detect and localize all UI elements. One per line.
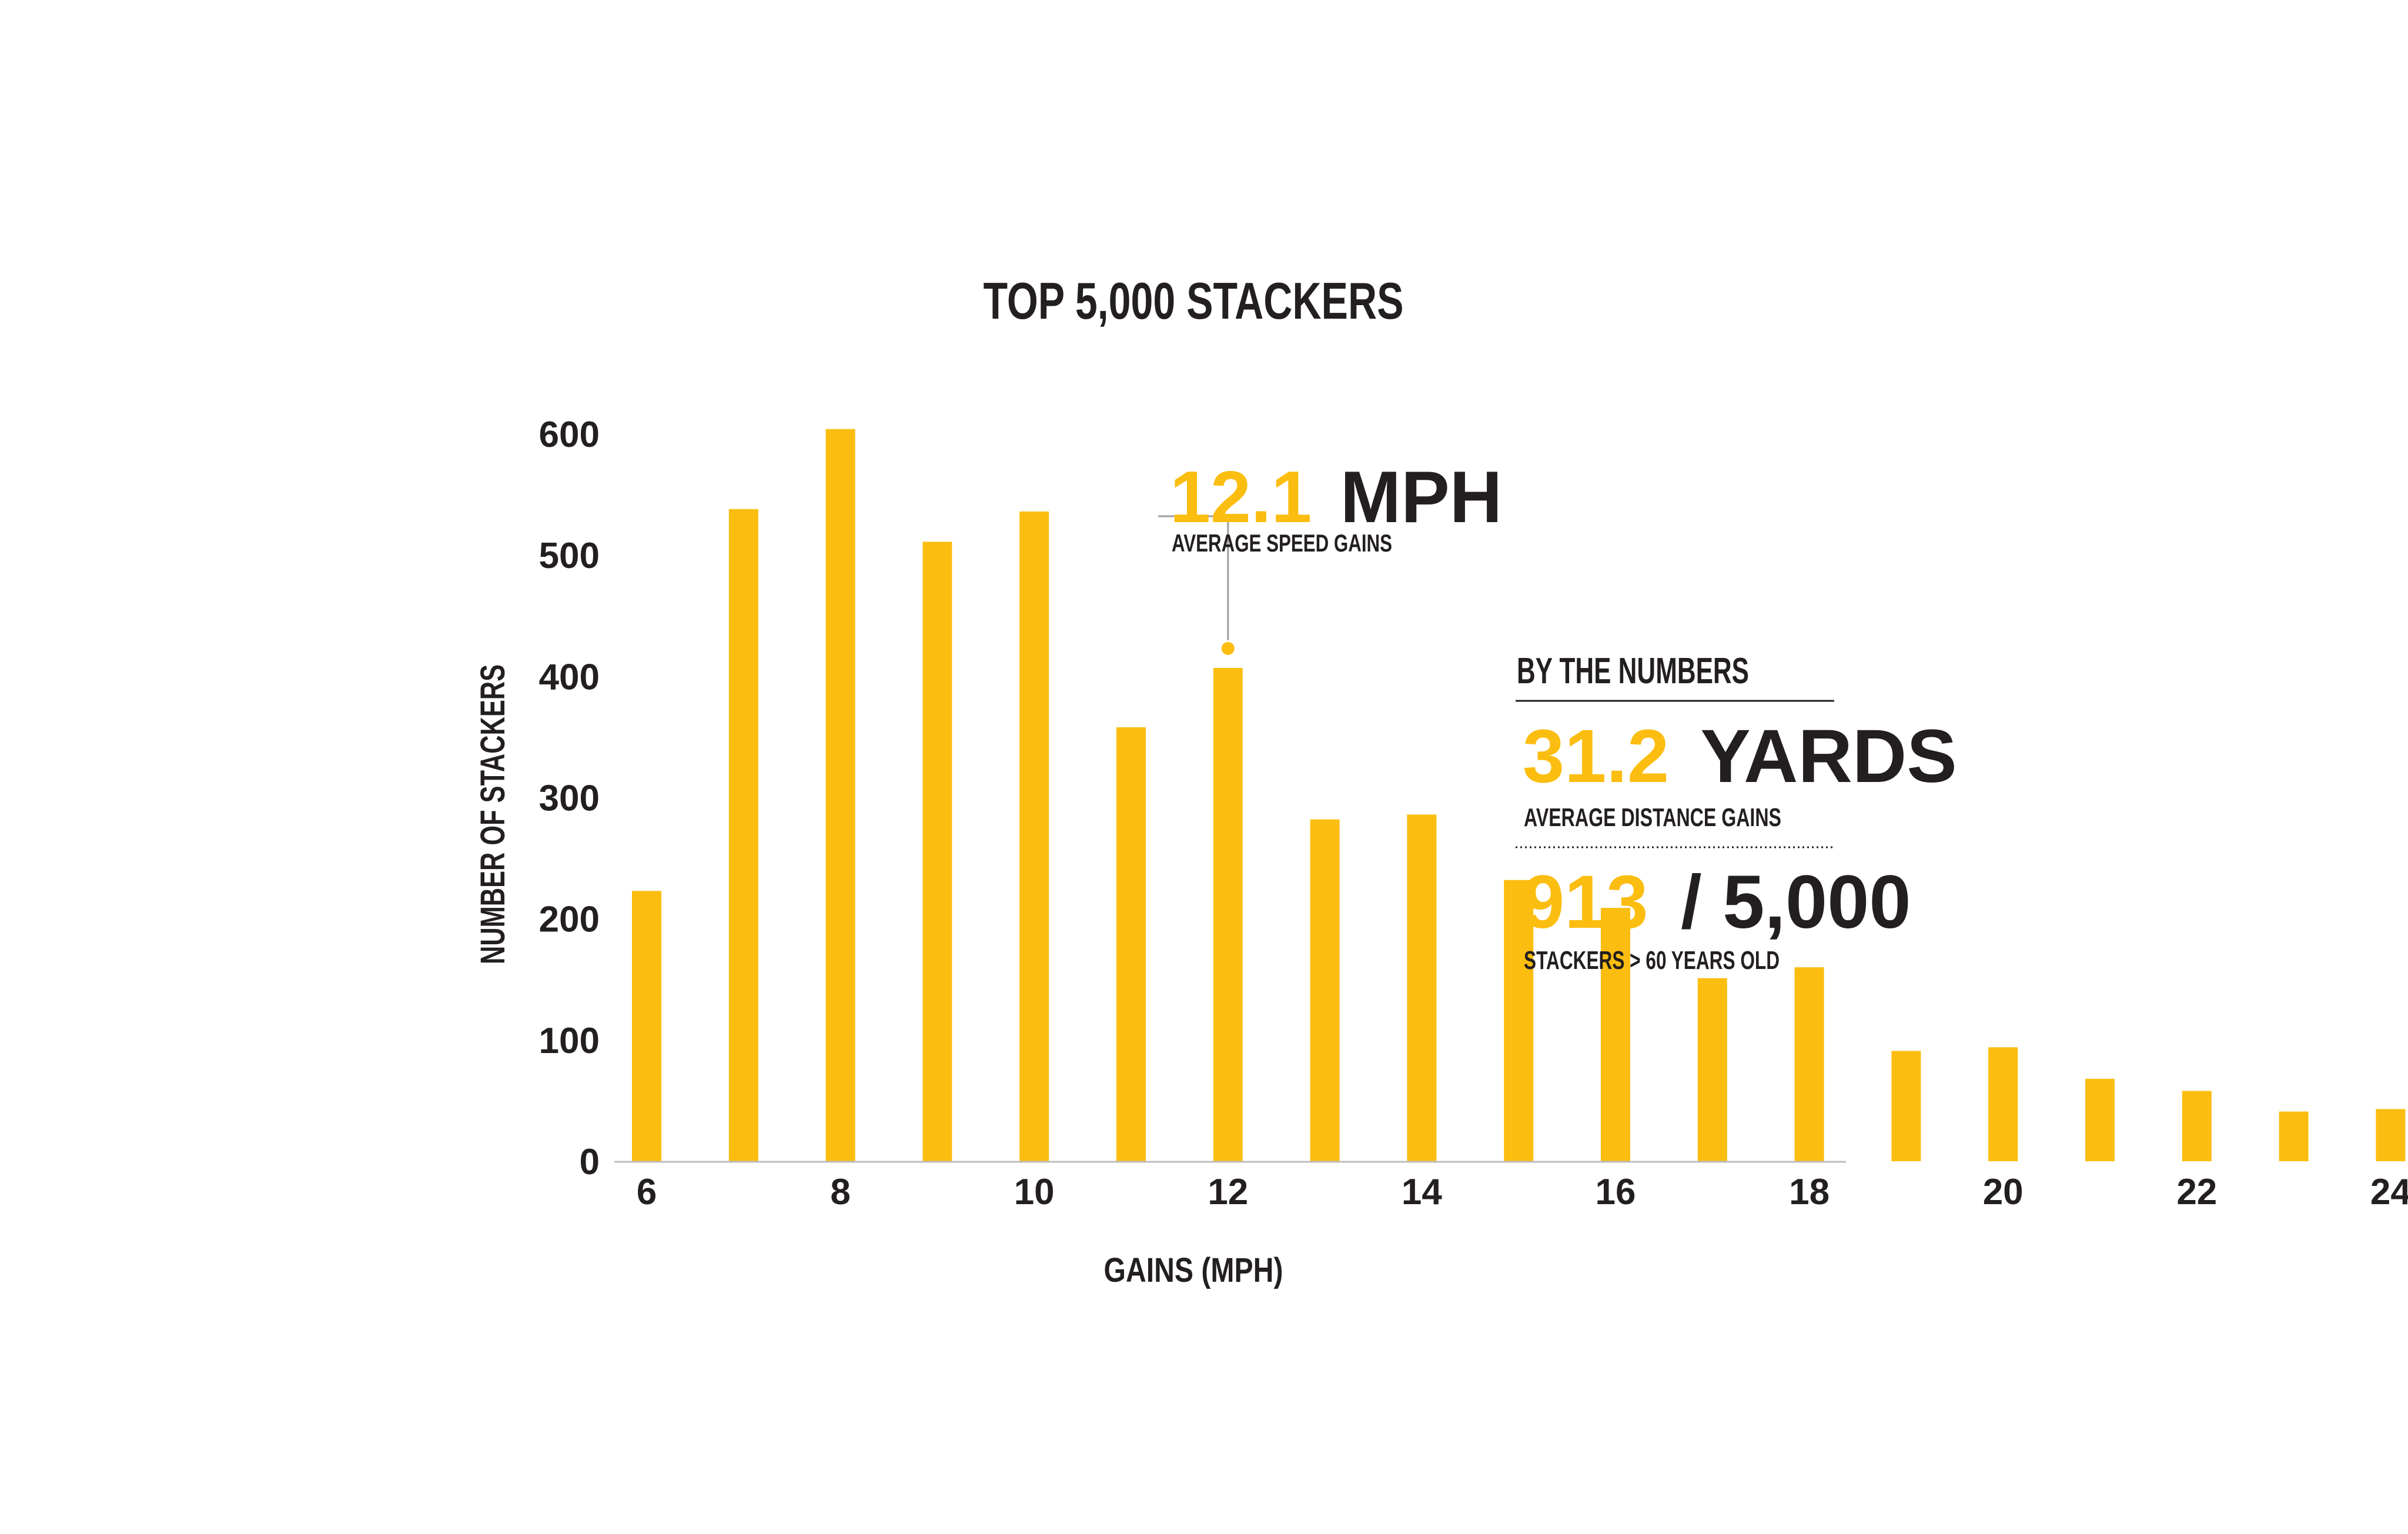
x-tick-label: 8 xyxy=(830,1172,850,1212)
bar-8 xyxy=(825,429,855,1161)
x-tick-label: 6 xyxy=(637,1172,657,1212)
bar-22 xyxy=(2182,1091,2212,1161)
y-tick-label: 400 xyxy=(539,657,600,697)
bar-15 xyxy=(1504,880,1534,1161)
x-tick-label: 14 xyxy=(1402,1172,1442,1212)
x-tick-label: 20 xyxy=(1983,1172,2024,1212)
x-tick-label: 24 xyxy=(2370,1172,2408,1212)
stat-distance-unit: YARDS xyxy=(1700,714,1956,798)
x-tick-label: 22 xyxy=(2176,1172,2217,1212)
bar-9 xyxy=(922,542,952,1162)
stat-age-value: 913 xyxy=(1523,860,1648,944)
y-tick-label: 200 xyxy=(539,900,600,940)
bar-10 xyxy=(1019,511,1049,1161)
x-tick-label: 10 xyxy=(1014,1172,1055,1212)
speed-annotation-caption: AVERAGE SPEED GAINS xyxy=(1172,529,1392,557)
bar-17 xyxy=(1697,978,1727,1161)
bar-6 xyxy=(632,891,661,1161)
stat-age-unit: / 5,000 xyxy=(1681,860,1911,944)
bar-13 xyxy=(1310,819,1340,1161)
y-axis-label: NUMBER OF STACKERS xyxy=(474,664,512,964)
x-tick-label: 18 xyxy=(1789,1172,1830,1212)
stats-panel-heading: BY THE NUMBERS xyxy=(1517,651,1749,691)
x-axis-label: GAINS (MPH) xyxy=(1104,1251,1283,1289)
y-tick-label: 500 xyxy=(539,536,600,576)
y-tick-label: 300 xyxy=(539,778,600,819)
x-tick-label: 12 xyxy=(1208,1172,1248,1212)
y-tick-label: 100 xyxy=(539,1021,600,1061)
stat-distance-value: 31.2 xyxy=(1523,714,1669,798)
bar-20 xyxy=(1988,1047,2018,1161)
stats-panel: BY THE NUMBERS 31.2 YARDS AVERAGE DISTAN… xyxy=(1516,651,1957,975)
bar-21 xyxy=(2085,1078,2115,1161)
y-tick-label: 600 xyxy=(539,415,600,455)
y-tick-labels: 0 100 200 300 400 500 600 xyxy=(539,415,600,1182)
bar-18 xyxy=(1794,967,1824,1161)
bar-12 xyxy=(1213,667,1243,1161)
chart-title: TOP 5,000 STACKERS xyxy=(984,272,1404,330)
callout-line xyxy=(1158,515,1229,640)
callout-dot xyxy=(1221,641,1235,655)
bar-7 xyxy=(728,509,758,1162)
speed-annotation-unit: MPH xyxy=(1340,457,1503,538)
bar-23 xyxy=(2279,1111,2309,1161)
stat-distance-caption: AVERAGE DISTANCE GAINS xyxy=(1524,803,1781,832)
speed-annotation: 12.1 MPH AVERAGE SPEED GAINS xyxy=(1158,457,1502,655)
y-tick-label: 0 xyxy=(580,1142,600,1182)
bar-11 xyxy=(1116,727,1146,1161)
speed-annotation-value: 12.1 xyxy=(1170,457,1312,538)
stat-distance-headline: 31.2 YARDS xyxy=(1523,714,1957,798)
speed-annotation-headline: 12.1 MPH xyxy=(1170,457,1502,538)
bars xyxy=(632,429,2406,1162)
x-tick-labels: 681012141618202224262830 xyxy=(637,1172,2408,1212)
x-tick-label: 16 xyxy=(1596,1172,1636,1212)
bar-14 xyxy=(1407,814,1437,1161)
bar-19 xyxy=(1891,1051,1921,1161)
bar-24 xyxy=(2376,1109,2406,1161)
stat-age-headline: 913 / 5,000 xyxy=(1523,860,1911,944)
stat-age-caption: STACKERS > 60 YEARS OLD xyxy=(1524,946,1780,975)
bar-16 xyxy=(1601,908,1630,1161)
